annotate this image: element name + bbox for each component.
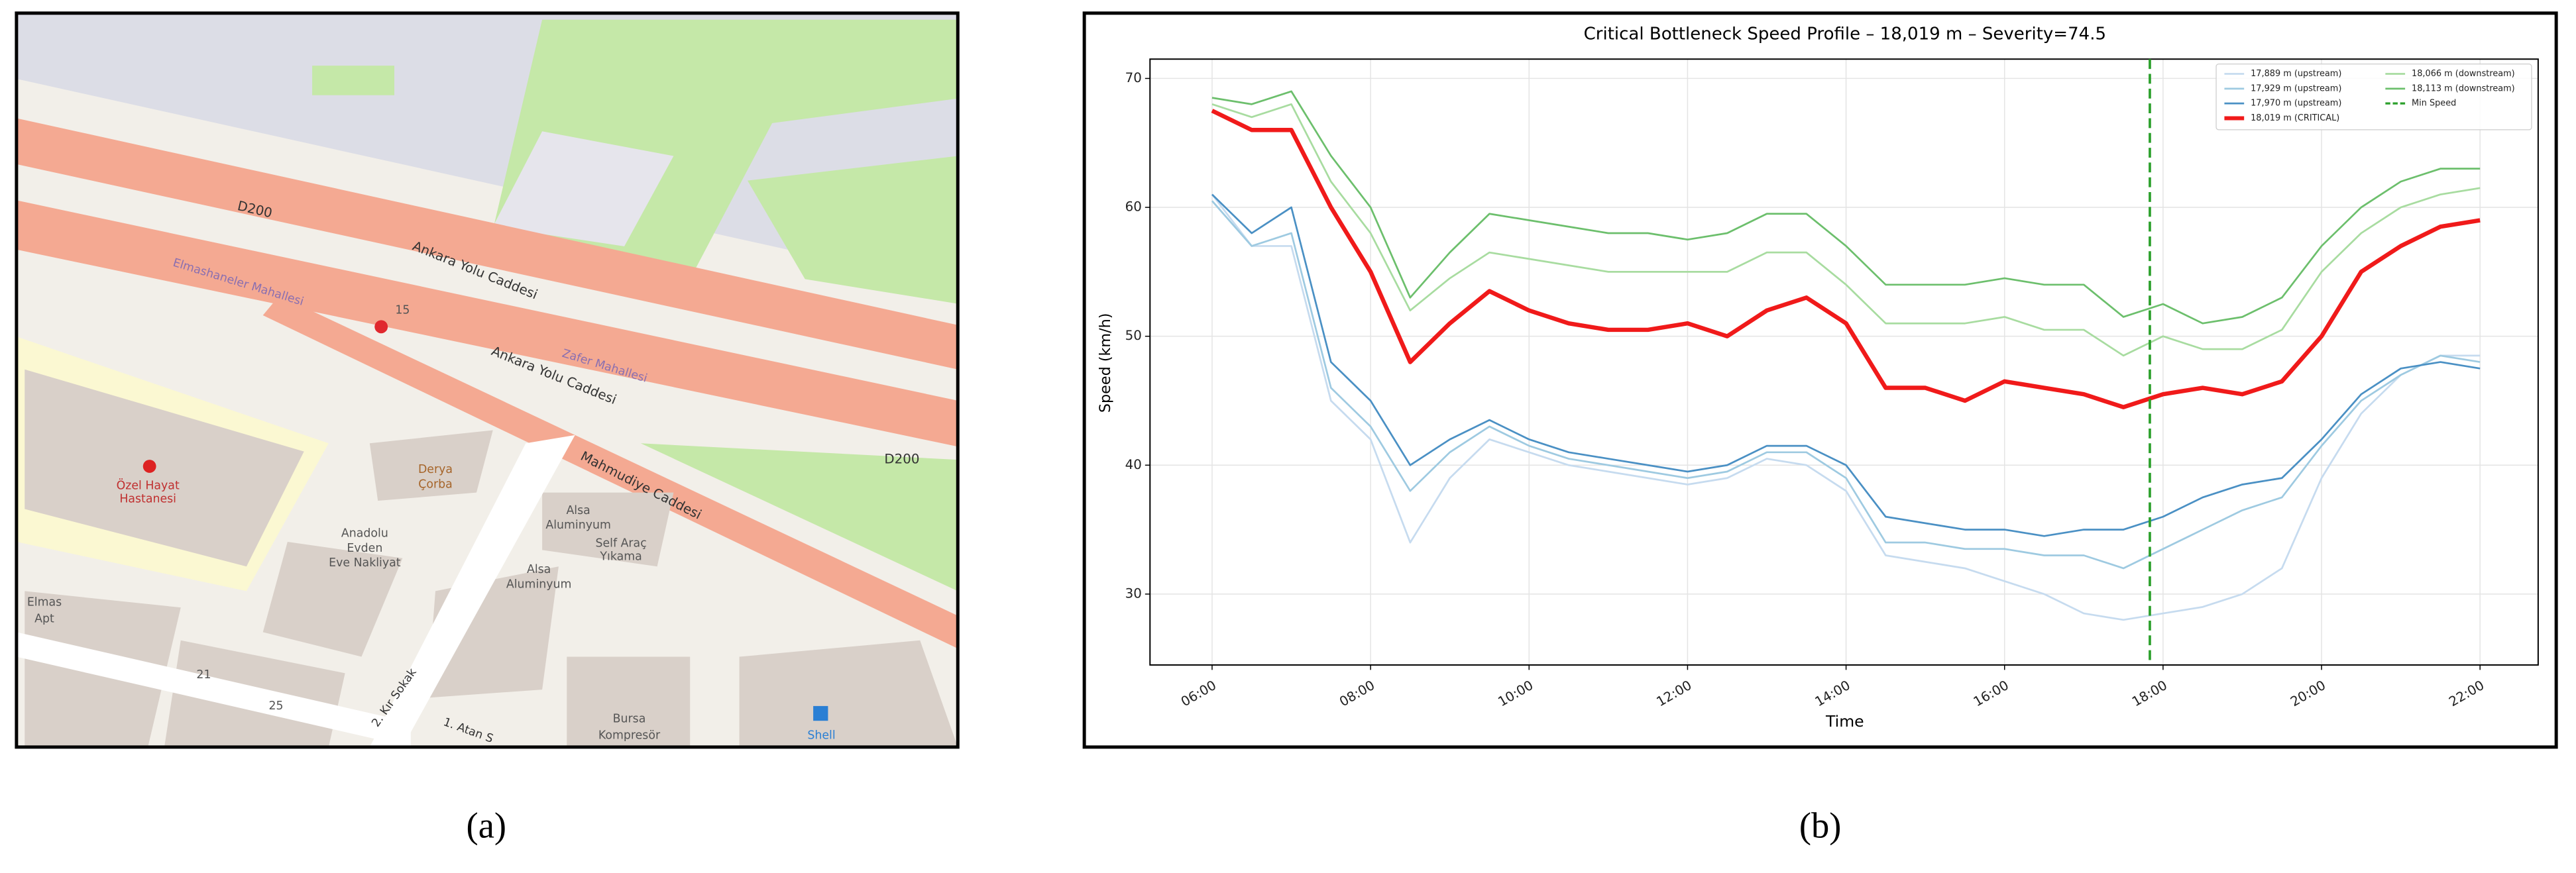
series-line	[1211, 103, 2481, 357]
chart-title: Critical Bottleneck Speed Profile – 18,0…	[1584, 25, 2106, 44]
map-label: Özel Hayat	[117, 478, 180, 493]
map-label: Derya	[418, 463, 453, 476]
y-tick-label: 70	[1125, 70, 1142, 85]
map-label: Aluminyum	[545, 519, 611, 532]
map-frame	[15, 11, 960, 749]
map-label: Anadolu	[341, 527, 388, 540]
y-tick-label: 40	[1125, 457, 1142, 472]
series-line	[1211, 193, 2481, 537]
map-label: Eve Nakliyat	[329, 556, 401, 570]
plot-frame	[1149, 58, 2539, 666]
legend-label: 17,970 m (upstream)	[2251, 99, 2341, 109]
map-label: D200	[884, 452, 919, 467]
map-label: Alsa	[527, 563, 551, 576]
map-label: 15	[395, 304, 410, 317]
map-label: Apt	[34, 613, 54, 626]
legend-label: 18,066 m (downstream)	[2412, 69, 2515, 79]
y-tick-label: 60	[1125, 199, 1142, 215]
caption: (b)	[1799, 805, 1842, 845]
map-label: Elmas	[27, 596, 62, 609]
map-label: Kompresör	[598, 729, 661, 743]
y-tick-label: 30	[1125, 586, 1142, 601]
map-label: Yıkama	[599, 550, 642, 563]
y-tick-label: 50	[1125, 328, 1142, 343]
map-label: Bursa	[613, 713, 646, 726]
map-label: Shell	[807, 729, 835, 743]
map-label: Evden	[347, 542, 382, 555]
legend-label: 18,019 m (CRITICAL)	[2251, 113, 2339, 123]
legend-label: 18,113 m (downstream)	[2412, 83, 2515, 93]
legend-box	[2215, 64, 2532, 130]
x-axis-label: Time	[1825, 712, 1864, 731]
map-label: 25	[268, 699, 283, 713]
series-line	[1211, 200, 2481, 570]
series-line	[1211, 109, 2481, 409]
map	[16, 13, 958, 747]
map-label: Hastanesi	[119, 493, 176, 506]
legend-label: Min Speed	[2412, 99, 2456, 109]
map-label: Çorba	[418, 478, 453, 491]
map-label: Self Araç	[595, 537, 646, 550]
legend-label: 17,929 m (upstream)	[2251, 83, 2341, 93]
map-label: 21	[196, 668, 211, 682]
y-axis-label: Speed (km/h)	[1097, 313, 1114, 413]
series-line	[1211, 193, 2481, 621]
map-label: Aluminyum	[506, 578, 572, 591]
legend-label: 17,889 m (upstream)	[2251, 69, 2341, 79]
map-label: Alsa	[566, 504, 590, 517]
series-line	[1211, 90, 2481, 325]
caption: (a)	[467, 805, 507, 845]
